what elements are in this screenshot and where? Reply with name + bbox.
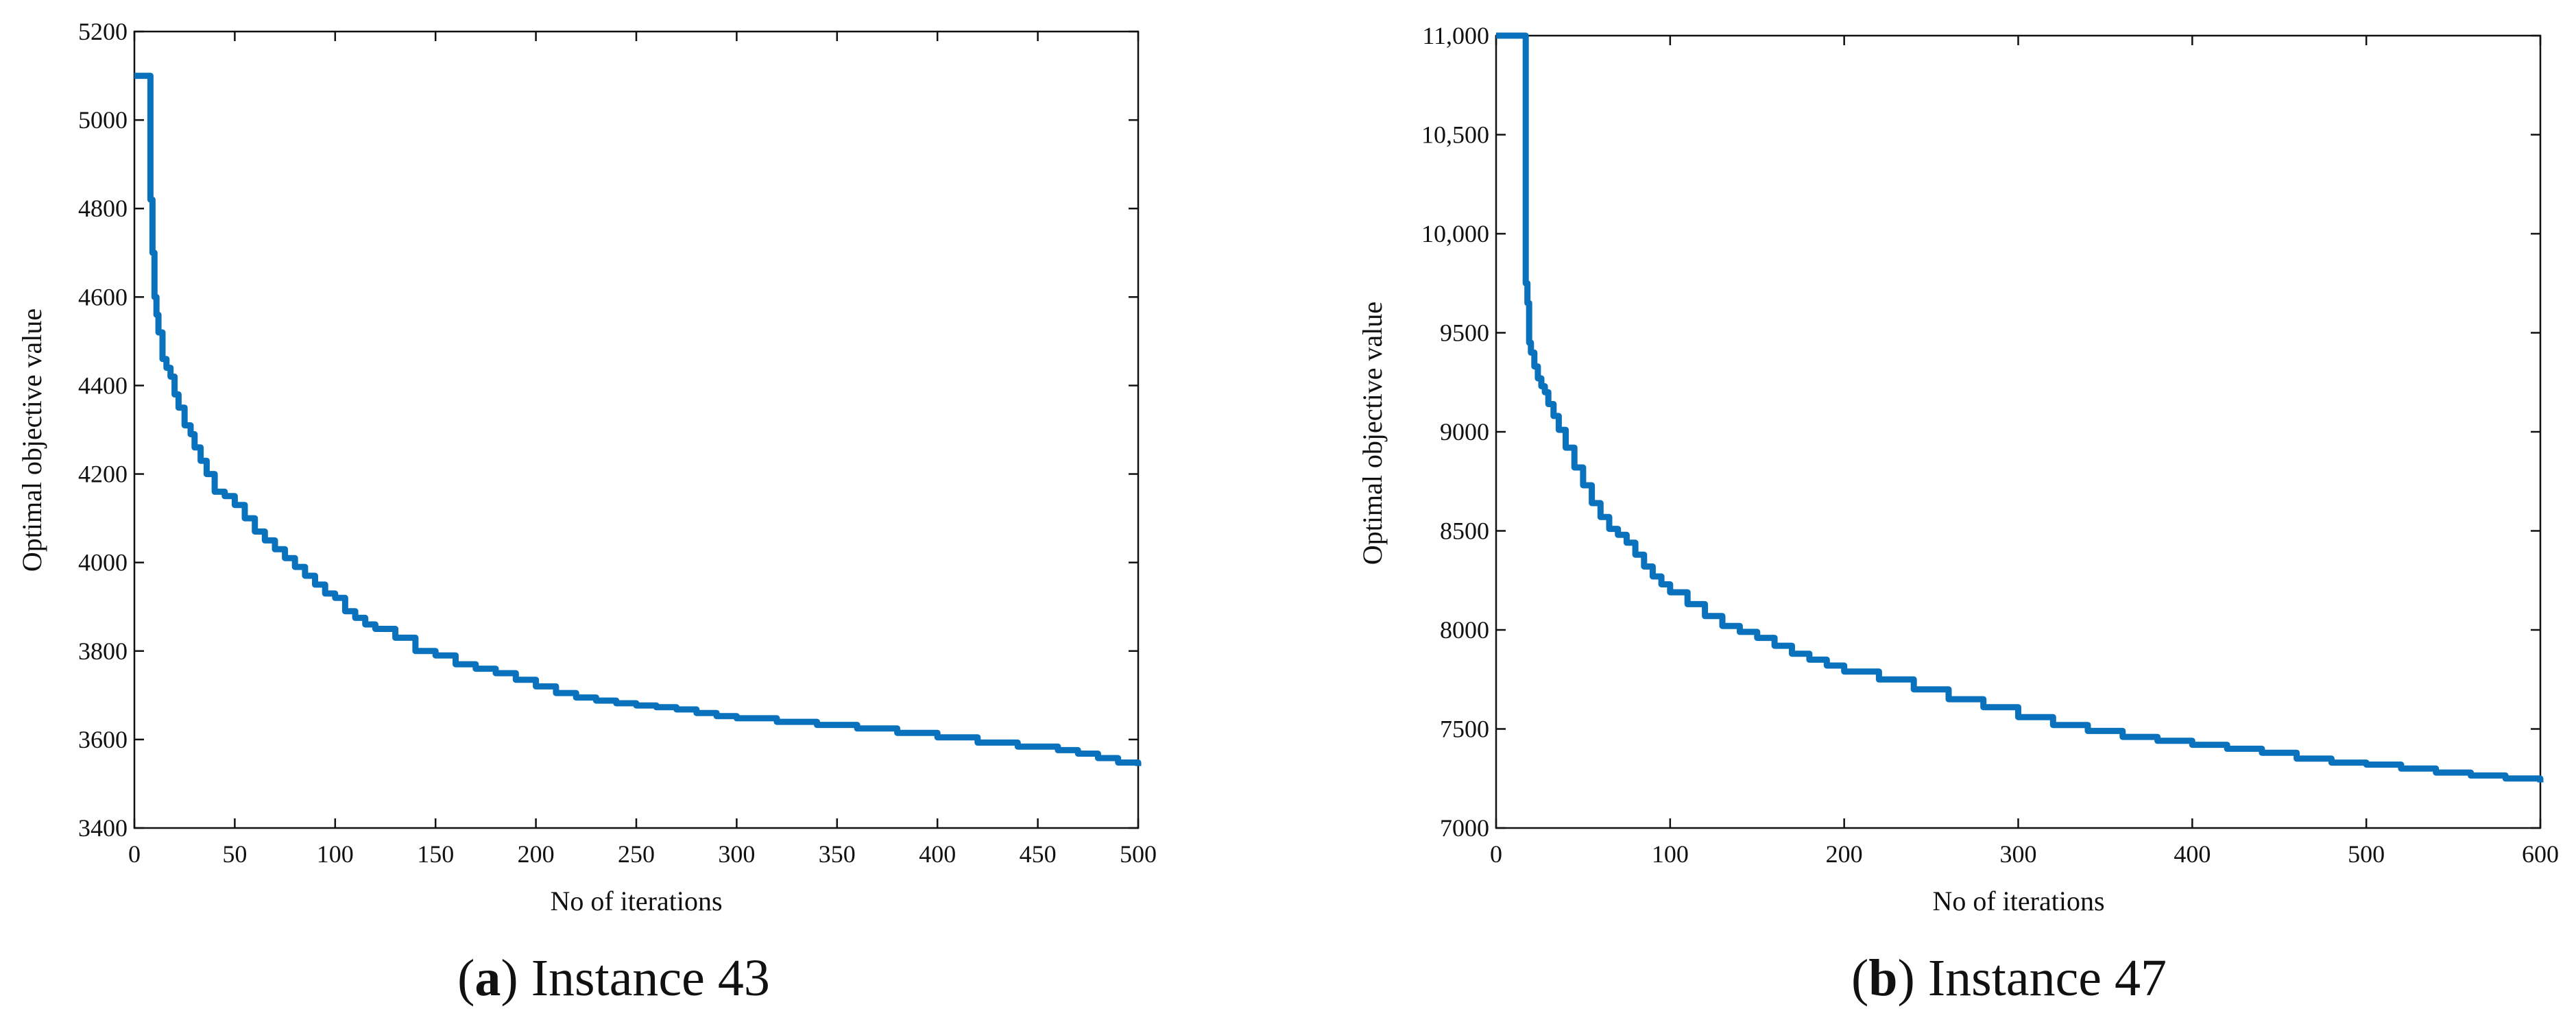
x-tick-label: 200 — [1826, 840, 1863, 868]
y-tick-label: 4800 — [78, 195, 128, 222]
caption-b: (b) Instance 47 — [1851, 949, 2167, 1007]
caption-label-b: b — [1868, 949, 1897, 1007]
y-tick-label: 7500 — [1440, 716, 1489, 743]
y-tick-label: 4600 — [78, 283, 128, 310]
plot-area-a: 0 50 100 150 200 250 300 350 400 450 500 3400 3600 38… — [78, 18, 1157, 868]
y-tick-label: 10,000 — [1421, 220, 1489, 247]
chart-panel-b: 0 100 200 300 400 500 600 7000 7500 8000 8500 9000 9… — [1357, 22, 2559, 1007]
series-line-b — [1496, 32, 2544, 783]
x-tick-label: 100 — [317, 840, 354, 868]
x-tick-label: 400 — [2174, 840, 2211, 868]
plot-area-b: 0 100 200 300 400 500 600 7000 7500 8000 8500 9000 9… — [1421, 22, 2559, 868]
x-axis-title-a: No of iterations — [550, 886, 722, 916]
y-axis-title-a: Optimal objective value — [16, 308, 47, 572]
y-tick-label: 10,500 — [1421, 121, 1489, 149]
x-tick-label: 150 — [417, 840, 454, 868]
x-tick-label: 400 — [919, 840, 956, 868]
y-tick-label: 3800 — [78, 637, 128, 665]
x-axis-title-b: No of iterations — [1932, 886, 2104, 916]
x-tick-label: 600 — [2522, 840, 2559, 868]
caption-a: (a) Instance 43 — [457, 949, 770, 1007]
caption-text-a: Instance 43 — [531, 949, 770, 1007]
x-tick-label: 300 — [2000, 840, 2037, 868]
x-tick-label: 500 — [2348, 840, 2385, 868]
y-tick-label: 3600 — [78, 726, 128, 753]
y-tick-label: 7000 — [1440, 814, 1489, 842]
caption-text-b: Instance 47 — [1928, 949, 2167, 1007]
x-tick-label: 200 — [518, 840, 555, 868]
y-tick-label: 4400 — [78, 372, 128, 399]
x-tick-label: 350 — [819, 840, 856, 868]
y-tick-label: 5200 — [78, 18, 128, 45]
x-tick-label: 50 — [222, 840, 247, 868]
y-tick-label: 3400 — [78, 814, 128, 842]
chart-panel-a: 0 50 100 150 200 250 300 350 400 450 500 3400 3600 38… — [16, 18, 1157, 1007]
y-tick-label: 8500 — [1440, 518, 1489, 545]
x-tick-label: 450 — [1020, 840, 1057, 868]
y-tick-label: 8000 — [1440, 616, 1489, 644]
x-tick-label: 100 — [1652, 840, 1689, 868]
x-tick-label: 0 — [1490, 840, 1502, 868]
x-tick-label: 500 — [1120, 840, 1157, 868]
y-axis-title-b: Optimal objective value — [1357, 302, 1388, 565]
y-tick-label: 9500 — [1440, 319, 1489, 347]
y-tick-label: 11,000 — [1422, 22, 1489, 49]
y-tick-label: 4200 — [78, 461, 128, 488]
y-tick-label: 4000 — [78, 549, 128, 576]
y-tick-label: 9000 — [1440, 418, 1489, 446]
y-tick-label: 5000 — [78, 106, 128, 134]
series-line-a — [134, 73, 1142, 766]
x-tick-label: 250 — [618, 840, 655, 868]
caption-label-a: a — [474, 949, 501, 1007]
x-tick-label: 300 — [718, 840, 755, 868]
x-tick-label: 0 — [128, 840, 141, 868]
